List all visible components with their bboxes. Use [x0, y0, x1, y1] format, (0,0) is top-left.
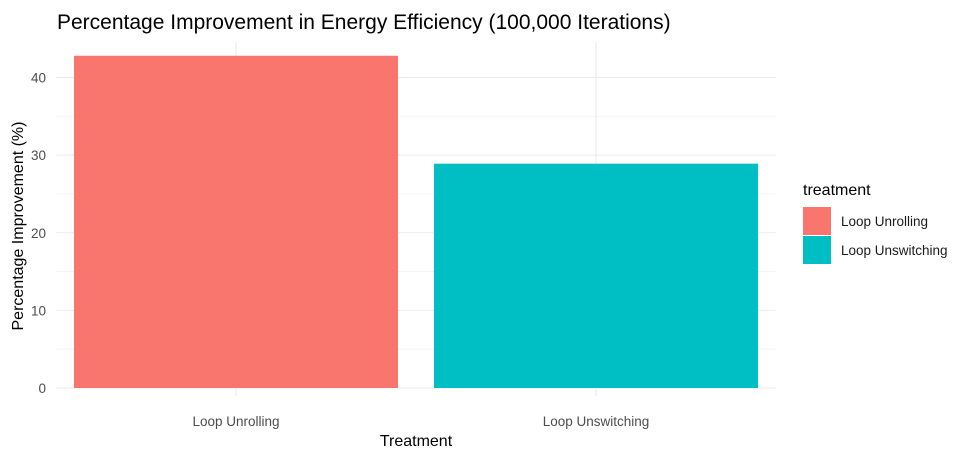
y-axis-ticks: 0 10 20 30 40 [31, 71, 46, 397]
bar-loop-unrolling [74, 55, 398, 388]
legend-title: treatment [803, 182, 871, 199]
chart-title: Percentage Improvement in Energy Efficie… [57, 11, 671, 34]
legend-swatch [803, 207, 831, 235]
bars [74, 55, 758, 388]
legend-items: Loop Unrolling Loop Unswitching [803, 207, 948, 264]
y-tick-label: 20 [31, 226, 46, 241]
y-axis-title: Percentage Improvement (%) [10, 122, 27, 331]
bar-loop-unswitching [434, 163, 758, 388]
x-axis-title: Treatment [380, 433, 453, 450]
legend-label: Loop Unswitching [841, 243, 948, 258]
legend-swatch [803, 236, 831, 264]
x-tick-label: Loop Unswitching [543, 414, 650, 429]
legend-label: Loop Unrolling [841, 214, 928, 229]
y-tick-label: 40 [31, 71, 46, 86]
y-tick-label: 10 [31, 303, 46, 318]
x-axis-ticks: Loop Unrolling Loop Unswitching [192, 414, 649, 429]
x-tick-label: Loop Unrolling [192, 414, 279, 429]
y-tick-label: 30 [31, 148, 46, 163]
y-tick-label: 0 [38, 381, 46, 396]
legend: treatment Loop Unrolling Loop Unswitching [803, 182, 948, 264]
